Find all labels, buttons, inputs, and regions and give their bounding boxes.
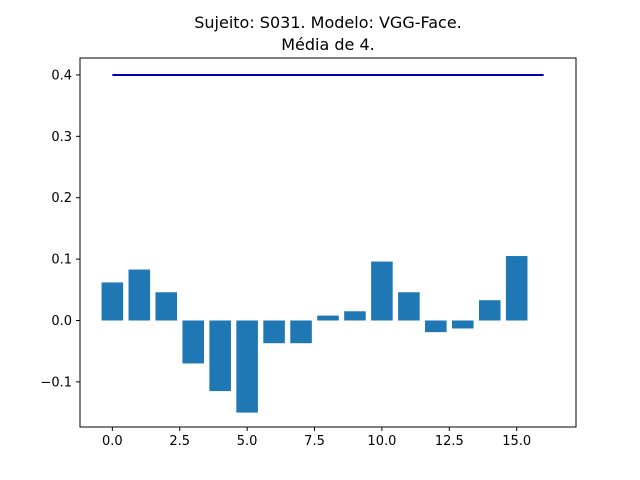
bar-6 xyxy=(263,320,285,344)
bar-0 xyxy=(101,282,124,321)
x-tick-label-0: 0.0 xyxy=(102,434,123,449)
bars-group xyxy=(101,256,528,413)
y-tick-label-2: 0.1 xyxy=(51,253,72,268)
y-tick-label-5: 0.4 xyxy=(51,68,72,83)
bar-8 xyxy=(317,315,339,321)
y-tick-label-0: −0.1 xyxy=(40,375,72,390)
chart-title-line-2: Média de 4. xyxy=(281,35,375,54)
x-tick-label-3: 7.5 xyxy=(304,434,325,449)
bar-15 xyxy=(505,256,528,321)
x-tick-label-4: 10.0 xyxy=(367,434,396,449)
chart-title-line-1: Sujeito: S031. Modelo: VGG-Face. xyxy=(194,13,462,32)
bar-2 xyxy=(155,292,178,321)
x-axis-ticks: 0.0 2.5 5.0 7.5 10.0 12.5 15.0 xyxy=(102,427,531,449)
bar-5 xyxy=(236,320,258,413)
plot-frame xyxy=(79,57,577,428)
bar-4 xyxy=(209,320,231,392)
bar-11 xyxy=(398,292,420,321)
bar-12 xyxy=(425,320,447,333)
x-tick-label-1: 2.5 xyxy=(169,434,190,449)
y-tick-label-4: 0.3 xyxy=(51,130,72,145)
bar-7 xyxy=(290,320,312,344)
y-axis-ticks: −0.1 0.0 0.1 0.2 0.3 0.4 xyxy=(40,68,80,390)
bar-9 xyxy=(344,311,366,321)
x-tick-label-5: 12.5 xyxy=(435,434,464,449)
bar-10 xyxy=(371,261,393,321)
bar-3 xyxy=(182,320,204,364)
bar-13 xyxy=(452,320,474,329)
y-tick-label-3: 0.2 xyxy=(51,191,72,206)
y-tick-label-1: 0.0 xyxy=(51,314,72,329)
bar-1 xyxy=(128,269,151,321)
x-tick-label-2: 5.0 xyxy=(237,434,258,449)
bar-14 xyxy=(478,300,501,321)
x-tick-label-6: 15.0 xyxy=(502,434,531,449)
